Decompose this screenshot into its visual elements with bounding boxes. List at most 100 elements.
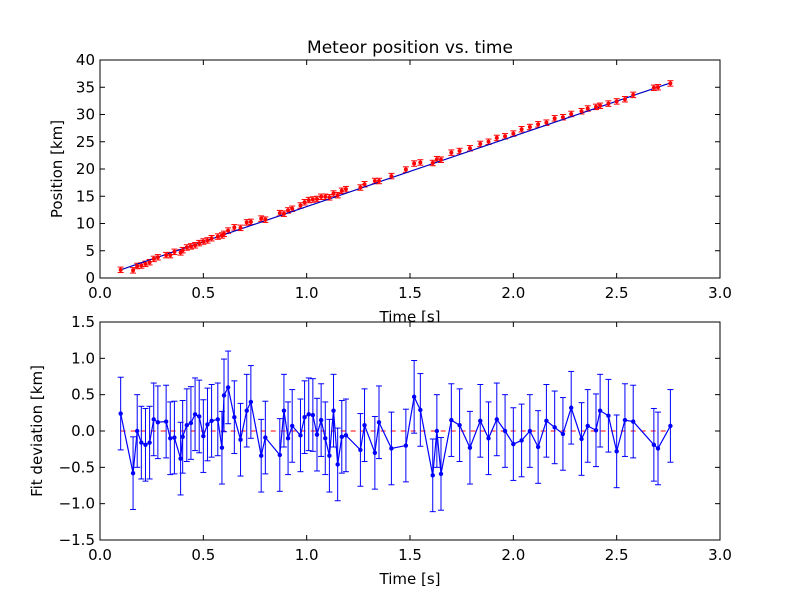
data-point: [147, 260, 152, 265]
data-point: [263, 435, 268, 440]
data-point: [343, 433, 349, 438]
data-point: [467, 146, 472, 151]
data-point: [339, 188, 344, 193]
position-chart-title: Meteor position vs. time: [307, 38, 513, 58]
data-point: [259, 216, 264, 221]
data-point: [151, 417, 156, 422]
data-point: [372, 450, 378, 455]
data-point: [155, 420, 161, 425]
data-point: [579, 436, 584, 442]
data-point: [519, 438, 524, 443]
data-point: [219, 445, 225, 450]
position-y-axis-label: Position [km]: [48, 120, 66, 218]
data-point: [180, 248, 185, 253]
data-point: [215, 234, 220, 239]
data-point: [215, 417, 220, 422]
data-point: [331, 191, 336, 196]
data-point: [209, 418, 214, 424]
data-point: [188, 420, 194, 426]
x-tick-label: 2.0: [501, 546, 525, 564]
y-tick-label: 0.0: [71, 422, 95, 440]
data-point: [118, 267, 123, 272]
data-point: [585, 423, 590, 429]
data-point: [164, 253, 169, 258]
data-point: [430, 473, 435, 478]
data-point: [318, 417, 324, 423]
data-point: [310, 412, 316, 418]
data-point: [457, 149, 462, 154]
data-point: [527, 428, 533, 434]
data-point: [298, 203, 303, 208]
x-tick-label: 0.5: [191, 546, 215, 564]
y-tick-label: 20: [76, 160, 95, 178]
data-point: [244, 220, 249, 225]
data-point: [281, 211, 286, 216]
data-point: [327, 195, 332, 200]
data-point: [631, 419, 636, 424]
deviation-x-axis-label: Time [s]: [379, 570, 441, 588]
data-point: [222, 231, 226, 236]
data-point: [502, 428, 508, 434]
data-point: [560, 431, 566, 437]
data-point: [552, 425, 557, 430]
data-point: [286, 208, 291, 213]
data-point: [503, 134, 508, 139]
data-point: [606, 101, 611, 106]
data-point: [597, 408, 603, 413]
x-tick-label: 3.0: [708, 546, 732, 564]
data-point: [389, 446, 394, 451]
data-point: [184, 245, 189, 250]
data-point: [205, 238, 210, 243]
data-point: [193, 243, 198, 248]
data-point: [655, 446, 661, 451]
data-point: [579, 109, 584, 114]
data-point: [560, 115, 565, 120]
data-point: [569, 405, 574, 410]
y-tick-label: 10: [76, 215, 95, 233]
y-tick-label: −1.5: [59, 531, 95, 549]
data-point: [281, 408, 287, 413]
data-point: [358, 185, 363, 190]
data-point: [656, 85, 660, 90]
data-point: [606, 413, 611, 418]
data-point: [290, 206, 295, 211]
data-point: [598, 103, 603, 108]
y-tick-label: −1.0: [59, 495, 95, 513]
data-point: [622, 97, 627, 102]
data-point: [569, 111, 574, 116]
data-point: [315, 196, 319, 201]
data-point: [494, 417, 499, 422]
data-point: [130, 470, 136, 476]
data-point: [232, 414, 237, 420]
position-panel: 0.0 0.5 1.0 1.5 2.0 2.5 3.0 0 5 10 15 20 25 30 35 40 Me…: [48, 38, 732, 326]
data-point: [197, 241, 202, 246]
data-point: [358, 447, 363, 453]
data-point: [139, 263, 144, 268]
data-point: [248, 399, 254, 405]
y-tick-label: 30: [76, 106, 95, 124]
data-point: [614, 99, 619, 104]
data-point: [467, 445, 473, 450]
data-point: [362, 422, 367, 428]
data-point: [209, 236, 214, 241]
data-point: [438, 471, 444, 477]
data-point: [519, 127, 524, 132]
data-point: [238, 437, 243, 442]
y-tick-label: 0: [85, 269, 95, 287]
data-point: [418, 407, 423, 413]
data-point: [306, 198, 311, 203]
data-point: [277, 452, 282, 458]
data-point: [535, 444, 541, 450]
data-point: [335, 462, 340, 467]
data-point: [668, 423, 673, 429]
data-point: [290, 423, 295, 429]
data-point: [225, 385, 231, 390]
data-point: [411, 394, 417, 400]
x-tick-label: 2.5: [605, 284, 629, 302]
data-point: [668, 81, 673, 86]
data-point: [389, 174, 394, 179]
data-point: [155, 255, 160, 260]
data-point: [631, 92, 636, 97]
data-point: [323, 436, 328, 441]
data-point: [163, 419, 169, 424]
